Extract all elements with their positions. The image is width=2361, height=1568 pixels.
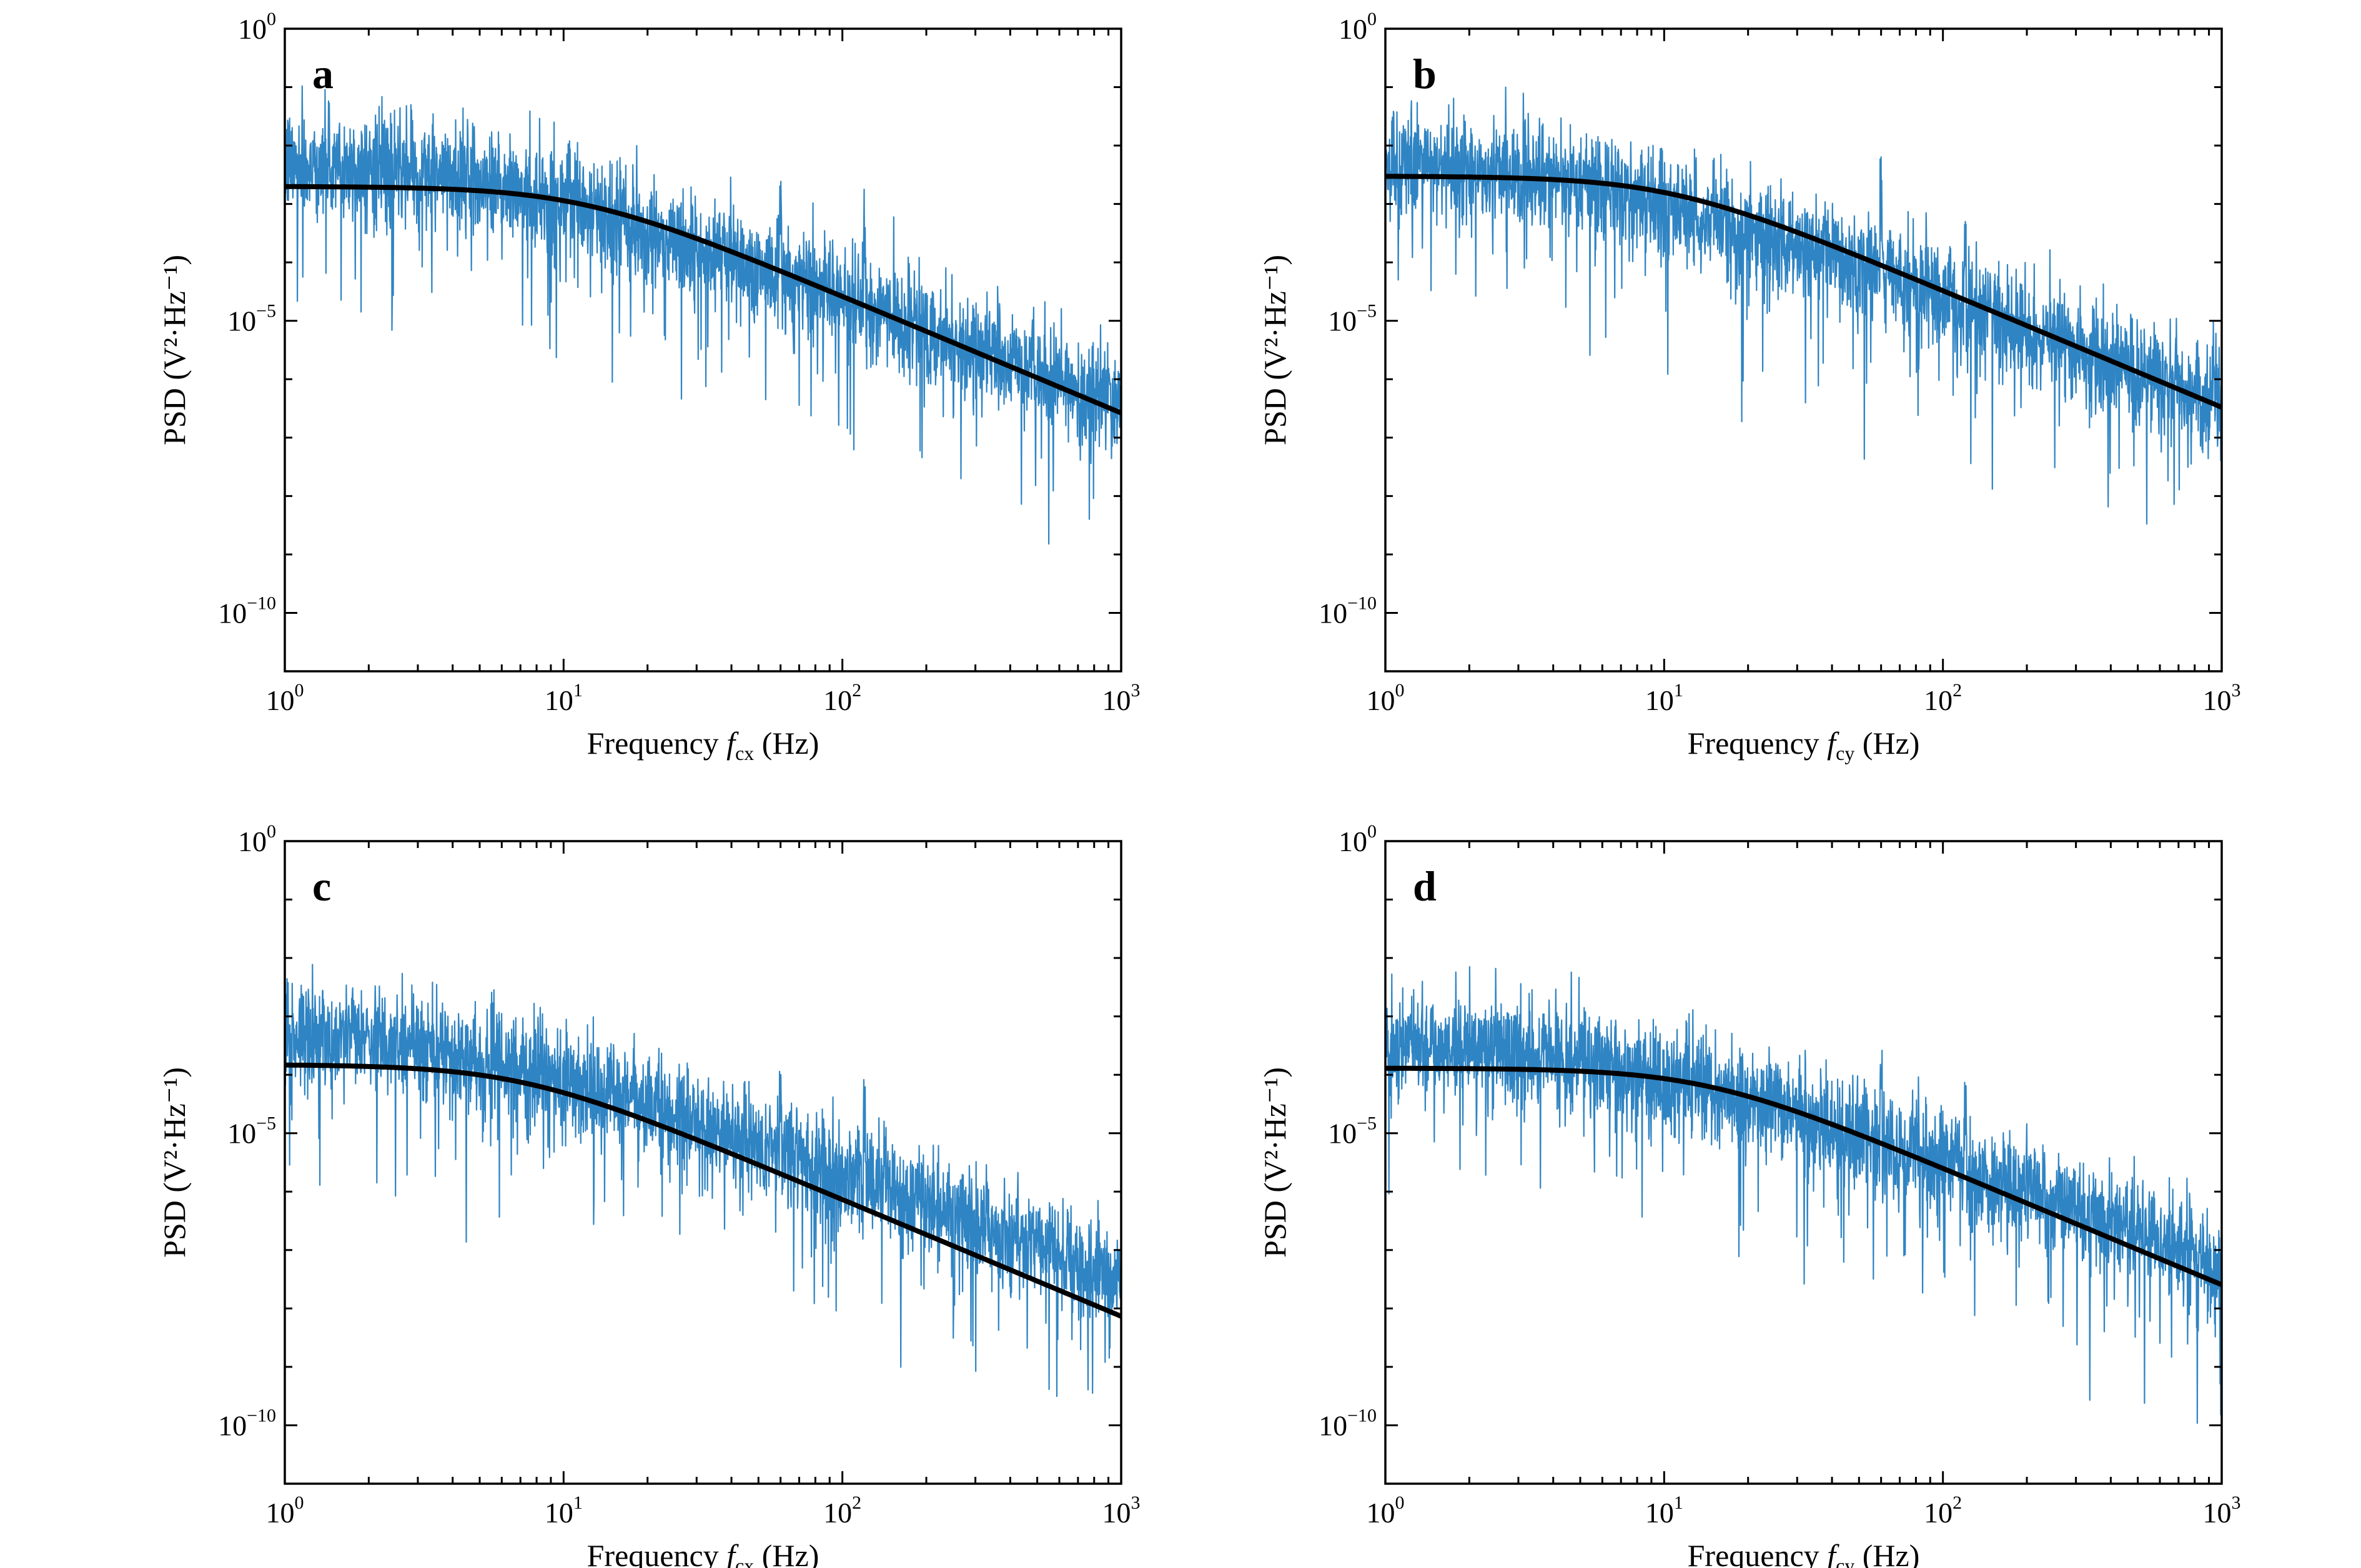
psd-measured-trace-a xyxy=(285,85,1121,545)
y-tick-label-c: 10−5 xyxy=(227,1113,276,1150)
panel-letter-d: d xyxy=(1413,862,1437,910)
x-tick-label-b: 102 xyxy=(1924,680,1962,716)
lorentzian-fit-curve-d xyxy=(1385,1065,2222,1288)
lorentzian-fit-curve-b xyxy=(1385,174,2222,410)
y-tick-label-d: 10−10 xyxy=(1319,1405,1377,1441)
y-tick-label-d: 100 xyxy=(1339,821,1377,857)
x-axis-label-d: Frequency fcy (Hz) xyxy=(1688,1538,1920,1568)
y-tick-label-b: 10−10 xyxy=(1319,593,1377,629)
x-tick-label-c: 103 xyxy=(1102,1492,1141,1529)
psd-panel-c: 100 101 102 103 100 10−5 10−10 c Frequency fcx (… xyxy=(157,821,1141,1568)
lorentzian-fit-curve-a xyxy=(285,184,1121,415)
psd-panel-b: 100 101 102 103 100 10−5 10−10 b Frequency fcy (… xyxy=(1257,9,2241,764)
y-tick-label-a: 10−5 xyxy=(227,301,276,337)
y-tick-label-a: 10−10 xyxy=(218,593,276,629)
plot-frame-d xyxy=(1384,840,2223,1485)
y-axis-label-a: PSD (V²·Hz⁻¹) xyxy=(157,255,192,445)
y-axis-label-c: PSD (V²·Hz⁻¹) xyxy=(157,1067,192,1258)
y-tick-label-c: 100 xyxy=(238,821,276,857)
plot-frame-a xyxy=(284,27,1122,673)
panel-letter-c: c xyxy=(312,862,331,910)
psd-measured-trace-d xyxy=(1385,966,2222,1424)
lorentzian-fit-curve-c xyxy=(285,1062,1121,1319)
x-tick-label-c: 100 xyxy=(266,1492,304,1529)
x-tick-label-d: 103 xyxy=(2203,1492,2241,1529)
plot-frame-c xyxy=(284,840,1122,1485)
x-tick-label-d: 102 xyxy=(1924,1492,1962,1529)
y-tick-label-a: 100 xyxy=(238,9,276,45)
y-tick-label-b: 10−5 xyxy=(1328,301,1377,337)
x-tick-label-b: 103 xyxy=(2203,680,2241,716)
y-tick-label-d: 10−5 xyxy=(1328,1113,1377,1150)
x-axis-label-b: Frequency fcy (Hz) xyxy=(1688,726,1920,764)
x-tick-label-c: 102 xyxy=(823,1492,861,1529)
x-tick-label-c: 101 xyxy=(545,1492,583,1529)
x-tick-label-a: 101 xyxy=(545,680,583,716)
plot-frame-b xyxy=(1384,27,2223,673)
psd-panel-a: 100 101 102 103 100 10−5 10−10 a Frequency fcx (… xyxy=(157,9,1141,764)
psd-measured-trace-b xyxy=(1385,86,2222,525)
x-tick-label-b: 101 xyxy=(1645,680,1683,716)
x-tick-label-a: 100 xyxy=(266,680,304,716)
x-axis-label-a: Frequency fcx (Hz) xyxy=(587,726,819,764)
psd-measured-trace-c xyxy=(285,964,1121,1398)
psd-panel-d: 100 101 102 103 100 10−5 10−10 d Frequency fcy (… xyxy=(1257,821,2241,1568)
x-tick-label-d: 101 xyxy=(1645,1492,1683,1529)
x-tick-label-d: 100 xyxy=(1367,1492,1405,1529)
y-axis-label-b: PSD (V²·Hz⁻¹) xyxy=(1257,255,1292,445)
x-axis-label-c: Frequency fcx (Hz) xyxy=(587,1538,819,1568)
y-tick-label-b: 100 xyxy=(1339,9,1377,45)
panel-letter-a: a xyxy=(312,50,334,97)
y-tick-label-c: 10−10 xyxy=(218,1405,276,1441)
x-tick-label-b: 100 xyxy=(1367,680,1405,716)
y-axis-label-d: PSD (V²·Hz⁻¹) xyxy=(1257,1067,1292,1258)
x-tick-label-a: 103 xyxy=(1102,680,1141,716)
panel-letter-b: b xyxy=(1413,50,1437,97)
x-tick-label-a: 102 xyxy=(823,680,861,716)
